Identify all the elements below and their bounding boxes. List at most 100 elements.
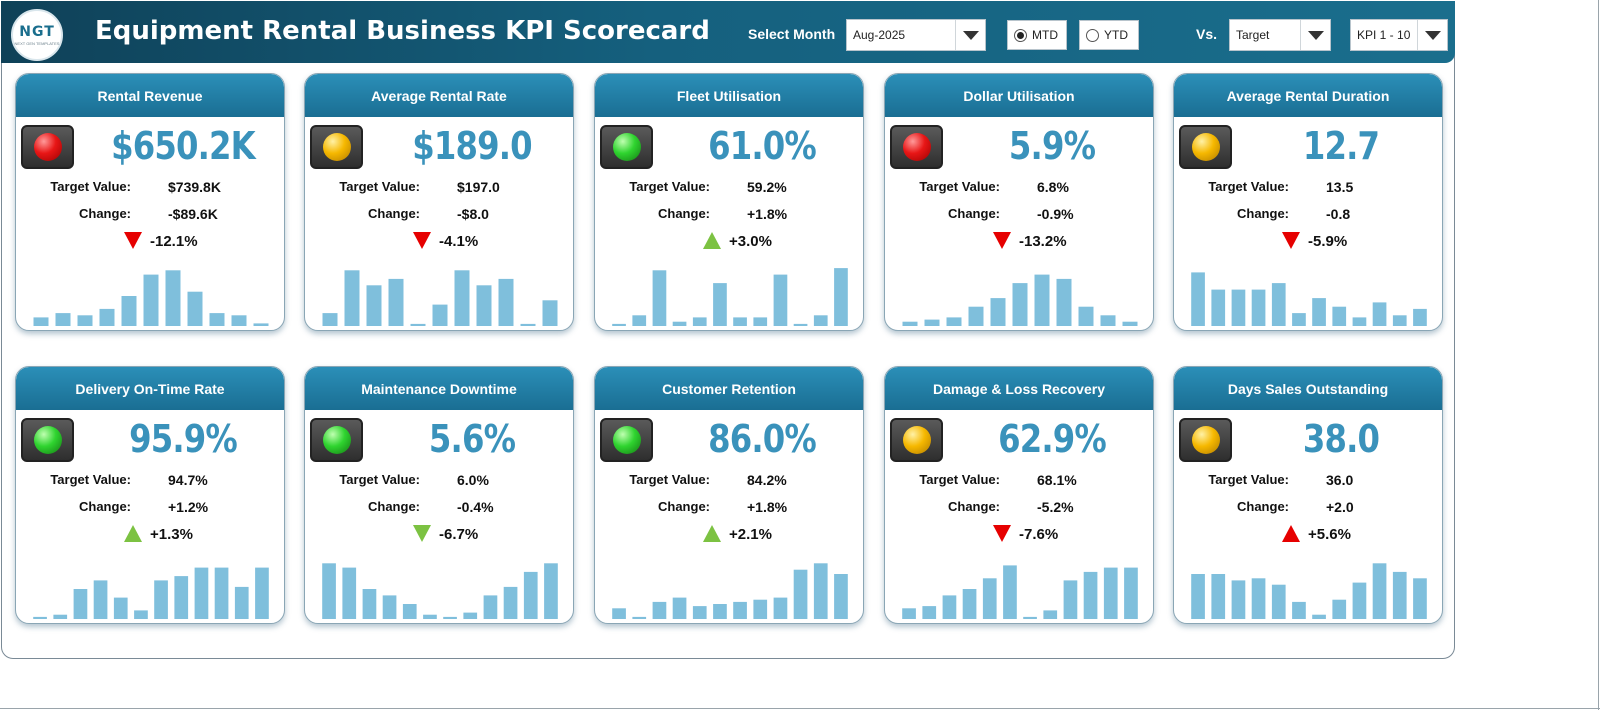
sparkline-bar	[1003, 565, 1017, 619]
change-label: Change:	[658, 206, 710, 221]
change-value: -$8.0	[457, 206, 489, 222]
kpi-value: 61.0%	[708, 124, 817, 168]
change-percent: -13.2%	[1019, 233, 1067, 250]
sparkline-bar	[773, 274, 788, 326]
sparkline-bar	[322, 563, 336, 619]
sparkline-bar	[1413, 578, 1427, 619]
kpi-value: 5.6%	[428, 417, 516, 461]
target-label: Target Value:	[629, 472, 710, 487]
change-label: Change:	[658, 499, 710, 514]
sparkline-chart	[612, 563, 848, 619]
sparkline-bar	[652, 270, 667, 326]
change-label: Change:	[79, 206, 131, 221]
sparkline-bar	[1392, 571, 1407, 619]
sparkline-bar	[612, 608, 626, 619]
target-label: Target Value:	[50, 472, 131, 487]
sparkline-bar	[231, 315, 247, 326]
month-dropdown[interactable]: Aug-2025	[846, 19, 986, 51]
chevron-down-icon[interactable]	[1300, 20, 1330, 50]
sparkline-bar	[523, 571, 538, 619]
sparkline-chart	[33, 567, 269, 619]
sparkline-chart	[1191, 272, 1427, 326]
vs-label: Vs.	[1196, 26, 1218, 42]
sparkline-bar	[255, 567, 269, 619]
kpi-card: Delivery On-Time Rate 95.9% Target Value: 9…	[15, 366, 285, 624]
target-value: 6.0%	[457, 472, 489, 488]
kpi-value: 12.7	[1302, 124, 1380, 168]
sparkline-bar	[1372, 302, 1387, 326]
sparkline-bar	[1271, 283, 1286, 326]
sparkline-bar	[1191, 574, 1205, 619]
sparkline-bar	[902, 608, 916, 619]
change-value: +2.0	[1326, 499, 1354, 515]
sparkline-bar	[344, 270, 360, 326]
trend-arrow-icon	[1282, 232, 1300, 249]
trend-arrow-icon	[993, 232, 1011, 249]
trend-arrow-icon	[993, 525, 1011, 542]
sparkline-bar	[1292, 313, 1306, 326]
kpi-card-title: Days Sales Outstanding	[1174, 367, 1442, 410]
target-label: Target Value:	[1208, 179, 1289, 194]
target-value: 13.5	[1326, 179, 1354, 195]
sparkline-bar	[813, 315, 828, 326]
sparkline-bar	[1012, 283, 1028, 326]
mtd-radio[interactable]: MTD	[1007, 20, 1067, 50]
sparkline-chart	[1191, 563, 1427, 619]
sparkline-bar	[652, 601, 667, 619]
sparkline-bar	[476, 285, 492, 326]
sparkline-bar	[672, 321, 687, 326]
sparkline-bar	[922, 606, 937, 619]
radio-selected-icon[interactable]	[1014, 28, 1027, 42]
status-bulb-icon	[33, 426, 62, 454]
target-label: Target Value:	[339, 472, 420, 487]
chevron-down-icon[interactable]	[955, 20, 985, 50]
kpi-card-title: Damage & Loss Recovery	[885, 367, 1153, 410]
change-value: +1.8%	[747, 206, 788, 222]
sparkline-bar	[632, 315, 647, 326]
chevron-down-icon[interactable]	[1417, 20, 1447, 50]
sparkline-bar	[990, 298, 1006, 326]
trend-arrow-icon	[124, 232, 142, 249]
change-percent: +2.1%	[729, 526, 772, 543]
kpi-card: Dollar Utilisation 5.9% Target Value: 6.8% C…	[884, 73, 1154, 331]
target-value: 68.1%	[1037, 472, 1077, 488]
sparkline-chart	[902, 565, 1138, 619]
change-value: -0.8	[1326, 206, 1351, 222]
ytd-label: YTD	[1104, 28, 1128, 42]
kpi-card: Average Rental Duration 12.7 Target Value:…	[1173, 73, 1443, 331]
status-bulb-icon	[612, 426, 641, 454]
sparkline-bar	[454, 270, 470, 326]
window-edge-right	[1598, 0, 1599, 710]
sparkline-bar	[1312, 614, 1326, 619]
change-label: Change:	[79, 499, 131, 514]
sparkline-bar	[1191, 272, 1205, 326]
sparkline-bar	[382, 595, 397, 619]
change-label: Change:	[1237, 499, 1289, 514]
select-month-label: Select Month	[748, 26, 836, 42]
sparkline-bar	[1211, 574, 1226, 619]
kpi-value: 62.9%	[998, 417, 1107, 461]
target-value: 94.7%	[168, 472, 208, 488]
compare-dropdown[interactable]: Target	[1229, 19, 1331, 51]
change-percent: -4.1%	[439, 233, 479, 250]
sparkline-bar	[1372, 563, 1387, 619]
target-label: Target Value:	[339, 179, 420, 194]
target-value: 6.8%	[1037, 179, 1069, 195]
month-value: Aug-2025	[853, 28, 906, 42]
sparkline-bar	[962, 589, 977, 619]
radio-unselected-icon[interactable]	[1086, 28, 1099, 42]
sparkline-bar	[503, 586, 518, 619]
sparkline-bar	[1078, 306, 1094, 326]
change-percent: +5.6%	[1308, 526, 1351, 543]
sparkline-bar	[1100, 315, 1116, 326]
ytd-radio[interactable]: YTD	[1079, 20, 1139, 50]
sparkline-bar	[753, 317, 768, 326]
kpi-range-dropdown[interactable]: KPI 1 - 10	[1350, 19, 1448, 51]
sparkline-bar	[432, 304, 448, 326]
sparkline-bar	[1251, 289, 1266, 326]
kpi-card-title: Rental Revenue	[16, 74, 284, 117]
kpi-value: 95.9%	[129, 417, 238, 461]
sparkline-bar	[154, 580, 168, 619]
sparkline-bar	[423, 614, 437, 619]
trend-arrow-icon	[413, 525, 431, 542]
